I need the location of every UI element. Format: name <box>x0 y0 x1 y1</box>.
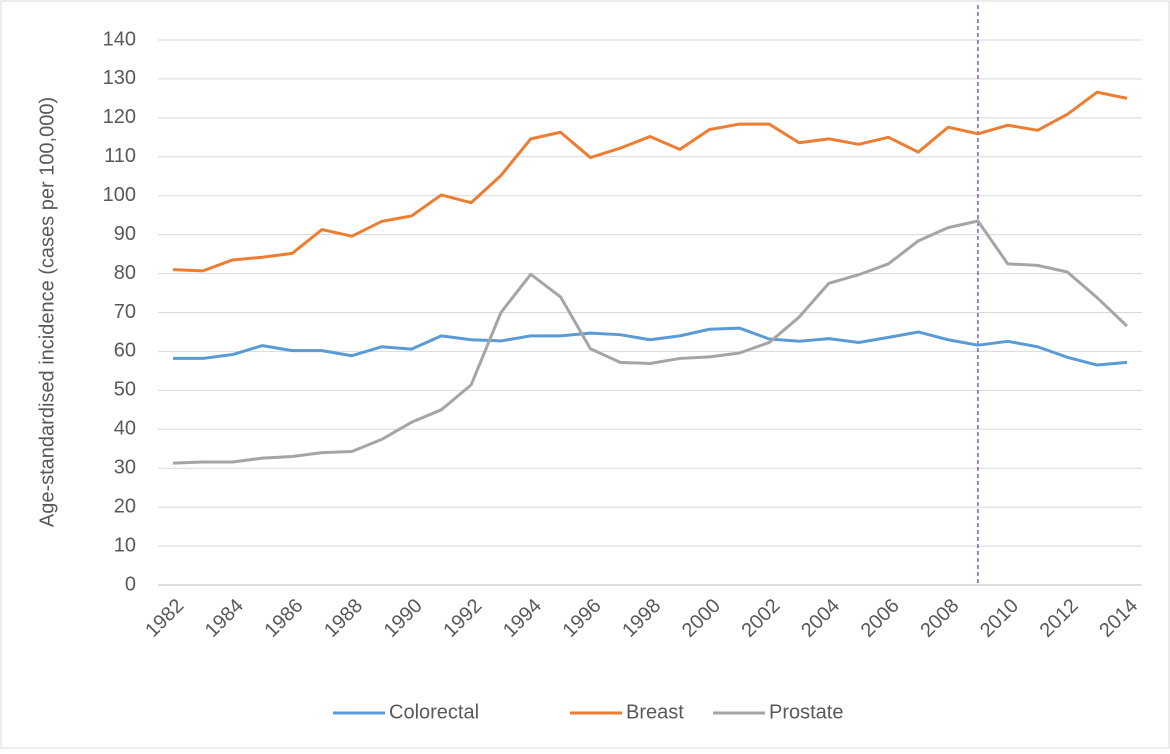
y-tick-label: 90 <box>114 223 136 245</box>
y-axis-label: Age-standardised incidence (cases per 10… <box>36 97 58 527</box>
y-tick-label: 110 <box>104 145 136 167</box>
y-tick-label: 120 <box>103 106 136 128</box>
series-line <box>172 219 1129 465</box>
y-tick-label: 130 <box>103 67 136 89</box>
series-line <box>173 326 1128 367</box>
y-tick-label: 20 <box>114 495 136 517</box>
y-tick-label: 140 <box>103 28 136 50</box>
series-line <box>172 90 1128 273</box>
y-tick-label: 50 <box>114 379 136 401</box>
y-tick-label: 0 <box>125 573 136 595</box>
y-tick-label: 60 <box>114 340 136 362</box>
y-tick-label: 100 <box>103 184 136 206</box>
y-tick-label: 70 <box>114 301 136 323</box>
y-tick-label: 80 <box>114 262 136 284</box>
legend-label: Colorectal <box>389 701 479 723</box>
y-tick-label: 10 <box>114 534 136 556</box>
legend-label: Breast <box>626 701 684 723</box>
legend-label: Prostate <box>769 701 843 723</box>
y-tick-label: 30 <box>114 456 136 478</box>
y-tick-label: 40 <box>114 418 136 440</box>
